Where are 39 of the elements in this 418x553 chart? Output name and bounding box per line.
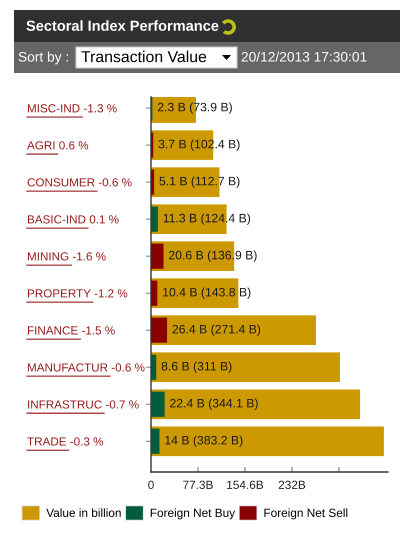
y-tick-label: INFRASTRUC -0.7 % xyxy=(28,400,139,409)
y-tick-label: MINING -1.6 % xyxy=(28,252,106,261)
y-tick-label: BASIC-IND 0.1 % xyxy=(28,215,119,224)
legend-label: Foreign Net Buy xyxy=(150,508,236,520)
y-tick-label: TRADE -0.3 % xyxy=(27,437,104,446)
bar xyxy=(151,315,316,346)
text: Transaction Value xyxy=(81,50,206,62)
bar xyxy=(151,206,158,232)
bar xyxy=(151,352,340,382)
bar xyxy=(151,170,154,195)
text: 20/12/2013 17:30:01 xyxy=(242,52,366,62)
bar xyxy=(151,354,156,380)
x-tick-label: 0 xyxy=(148,480,154,490)
x-tick-label: 232B xyxy=(278,480,306,490)
y-tick-label: PROPERTY -1.2 % xyxy=(28,289,128,298)
bar xyxy=(151,280,158,306)
data-label: 22.4 B (344.1 B) xyxy=(170,398,258,410)
legend-label: Foreign Net Sell xyxy=(264,508,348,520)
y-tick-label: FINANCE -1.5 % xyxy=(28,326,115,335)
data-label: 10.4 B (143.8 B) xyxy=(163,288,250,299)
bar xyxy=(151,428,160,454)
y-tick-label: MANUFACTUR -0.6 % xyxy=(28,363,145,372)
y-tick-label: MISC-IND -1.3 % xyxy=(28,104,117,112)
y-tick-label: AGRI 0.6 % xyxy=(27,141,88,150)
bar xyxy=(151,278,238,308)
chart-subtitle: Sort by : xyxy=(18,52,68,64)
bar xyxy=(151,426,384,456)
bar xyxy=(151,392,165,417)
data-label: 26.4 B (271.4 B) xyxy=(172,324,260,336)
legend-label: Value in billion xyxy=(46,508,121,518)
x-tick-label: 154.6B xyxy=(227,480,264,490)
y-tick-label: CONSUMER -0.6 % xyxy=(28,178,132,186)
data-label: 8.6 B (311 B) xyxy=(162,362,232,373)
bar xyxy=(151,318,168,343)
chart-title: Sectoral Index Performance xyxy=(26,20,218,31)
x-tick-label: 77.3B xyxy=(183,480,213,490)
bar xyxy=(151,389,360,420)
data-label: 14 B (383.2 B) xyxy=(165,436,242,447)
bar xyxy=(151,244,164,269)
